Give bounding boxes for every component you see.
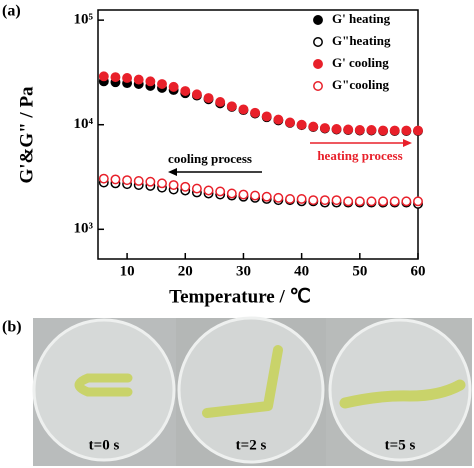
point (215, 97, 226, 107)
point (273, 192, 284, 203)
point (401, 196, 412, 207)
photo-caption: t=2 s (236, 437, 267, 453)
point (191, 183, 202, 194)
point (180, 181, 191, 192)
panel-label: (b) (2, 319, 22, 336)
point (378, 125, 389, 136)
photo: t=2 s (176, 316, 326, 466)
legend-label: G"cooling (332, 77, 390, 92)
point (110, 174, 121, 185)
x-tick-label: 40 (294, 263, 309, 279)
point (98, 71, 109, 82)
point (261, 191, 272, 202)
point (354, 125, 365, 135)
point (122, 73, 133, 83)
y-tick-label: 10³ (74, 221, 94, 237)
point (203, 185, 214, 196)
point (308, 121, 319, 132)
point (413, 125, 423, 136)
point (157, 178, 167, 189)
point (296, 194, 307, 204)
photo: t=5 s (326, 318, 472, 466)
point (273, 114, 284, 125)
panel-label: (a) (2, 3, 21, 20)
legend-marker (313, 59, 323, 69)
point (98, 173, 109, 184)
point (145, 176, 156, 187)
legend-marker (313, 37, 323, 47)
point (366, 125, 377, 135)
annotation: heating process (317, 148, 402, 163)
point (122, 175, 133, 186)
x-tick-label: 50 (352, 263, 367, 279)
point (133, 175, 144, 186)
point (203, 93, 214, 103)
point (215, 186, 226, 197)
x-tick-label: 60 (411, 263, 426, 279)
legend-label: G' cooling (332, 55, 389, 70)
point (133, 74, 144, 85)
point (250, 107, 261, 118)
point (389, 125, 400, 136)
point (226, 188, 237, 199)
point (285, 117, 295, 128)
point (319, 195, 330, 206)
annotation: cooling process (168, 151, 252, 166)
photo-caption: t=0 s (89, 437, 120, 453)
point (180, 86, 191, 96)
point (285, 194, 295, 204)
point (331, 195, 342, 206)
legend-label: G' heating (332, 11, 391, 26)
y-tick-label: 10⁴ (74, 116, 94, 132)
point (157, 79, 167, 89)
arrowhead (403, 139, 412, 147)
point (191, 89, 202, 100)
legend-label: G"heating (332, 33, 391, 48)
legend-marker (313, 15, 323, 25)
x-axis-title: Temperature / ℃ (169, 286, 311, 307)
point (168, 180, 179, 190)
point (366, 196, 377, 207)
point (261, 111, 272, 122)
point (378, 196, 389, 207)
y-tick-label: 10⁵ (74, 12, 94, 28)
legend-marker (313, 81, 323, 91)
point (168, 81, 179, 92)
point (354, 196, 365, 207)
point (145, 76, 156, 87)
point (343, 196, 354, 207)
y-axis-title: G'&G" / Pa (16, 86, 37, 184)
point (250, 190, 261, 201)
point (319, 123, 330, 133)
point (331, 124, 342, 134)
x-tick-label: 20 (178, 263, 193, 279)
arrowhead (168, 168, 177, 176)
point (238, 189, 249, 200)
x-tick-label: 30 (236, 263, 251, 279)
point (238, 104, 249, 115)
photo-caption: t=5 s (385, 437, 416, 453)
point (110, 72, 121, 83)
point (401, 125, 412, 136)
point (413, 196, 423, 207)
x-tick-label: 10 (120, 263, 135, 279)
point (343, 124, 354, 135)
point (389, 196, 400, 207)
photo: t=0 s (32, 318, 176, 466)
point (308, 195, 319, 206)
point (296, 119, 307, 130)
point (226, 101, 237, 112)
